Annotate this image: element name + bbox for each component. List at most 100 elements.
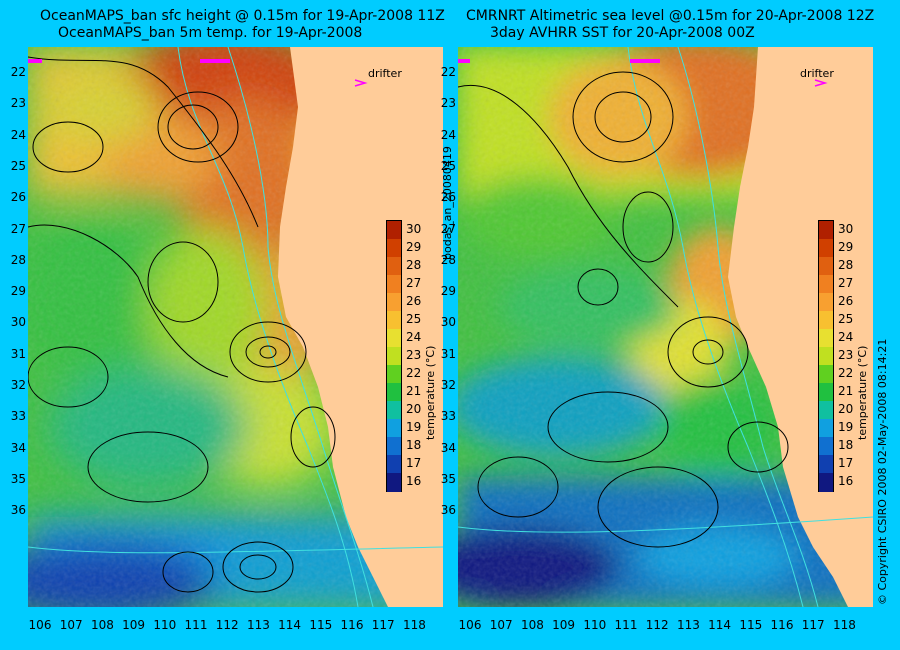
left-colorbar bbox=[386, 220, 402, 492]
left-lon-label: 107 bbox=[59, 618, 83, 632]
colorbar-swatch bbox=[819, 347, 833, 366]
right-land bbox=[728, 47, 873, 607]
left-lon-label: 110 bbox=[153, 618, 177, 632]
right-title-line2: 3day AVHRR SST for 20-Apr-2008 00Z bbox=[490, 25, 755, 41]
left-lon-label: 116 bbox=[340, 618, 364, 632]
colorbar-swatch bbox=[387, 437, 401, 456]
colorbar-swatch bbox=[819, 293, 833, 312]
left-lat-label: 23 bbox=[10, 96, 26, 111]
colorbar-swatch bbox=[819, 329, 833, 348]
right-lon-label: 115 bbox=[739, 618, 763, 632]
colorbar-swatch bbox=[819, 365, 833, 384]
colorbar-tick-label: 17 bbox=[838, 456, 854, 470]
colorbar-tick-label: 21 bbox=[838, 384, 854, 398]
colorbar-tick-label: 28 bbox=[838, 258, 854, 272]
colorbar-swatch bbox=[819, 311, 833, 330]
colorbar-tick-label: 20 bbox=[838, 402, 854, 416]
right-lat-label: 27 bbox=[440, 221, 456, 236]
left-lon-label: 115 bbox=[309, 618, 333, 632]
colorbar-tick-label: 16 bbox=[406, 474, 422, 488]
colorbar-swatch bbox=[819, 473, 833, 492]
side-text-right: © Copyright CSIRO 2008 02-May-2008 08:14… bbox=[876, 338, 889, 605]
right-drifter-label: drifter bbox=[800, 67, 834, 80]
right-lon-label: 112 bbox=[645, 618, 669, 632]
right-lon-label: 118 bbox=[832, 618, 856, 632]
left-map-panel[interactable]: drifter bbox=[28, 47, 443, 607]
left-lat-label: 24 bbox=[10, 127, 26, 142]
right-lon-label: 117 bbox=[801, 618, 825, 632]
right-lon-label: 116 bbox=[770, 618, 794, 632]
right-lon-label: 108 bbox=[520, 618, 544, 632]
colorbar-tick-label: 27 bbox=[406, 276, 422, 290]
colorbar-swatch bbox=[819, 257, 833, 276]
left-lat-label: 34 bbox=[10, 440, 26, 455]
colorbar-tick-label: 28 bbox=[406, 258, 422, 272]
right-lat-label: 34 bbox=[440, 440, 456, 455]
colorbar-tick-label: 30 bbox=[406, 222, 422, 236]
left-lat-label: 33 bbox=[10, 409, 26, 424]
colorbar-swatch bbox=[387, 401, 401, 420]
right-lat-label: 23 bbox=[440, 96, 456, 111]
left-lon-label: 112 bbox=[215, 618, 239, 632]
right-lat-label: 26 bbox=[440, 190, 456, 205]
colorbar-tick-label: 17 bbox=[406, 456, 422, 470]
left-lon-label: 111 bbox=[184, 618, 208, 632]
colorbar-swatch bbox=[387, 383, 401, 402]
colorbar-tick-label: 22 bbox=[838, 366, 854, 380]
colorbar-tick-label: 21 bbox=[406, 384, 422, 398]
right-lon-label: 111 bbox=[614, 618, 638, 632]
colorbar-tick-label: 18 bbox=[838, 438, 854, 452]
colorbar-swatch bbox=[387, 221, 401, 240]
right-map-svg bbox=[458, 47, 873, 607]
right-lat-label: 25 bbox=[440, 158, 456, 173]
right-lat-label: 31 bbox=[440, 346, 456, 361]
colorbar-tick-label: 25 bbox=[406, 312, 422, 326]
colorbar-tick-label: 26 bbox=[406, 294, 422, 308]
colorbar-tick-label: 26 bbox=[838, 294, 854, 308]
colorbar-swatch bbox=[387, 419, 401, 438]
left-drifter-label: drifter bbox=[368, 67, 402, 80]
right-map-panel[interactable]: drifter bbox=[458, 47, 873, 607]
colorbar-swatch bbox=[387, 473, 401, 492]
colorbar-tick-label: 22 bbox=[406, 366, 422, 380]
colorbar-tick-label: 20 bbox=[406, 402, 422, 416]
colorbar-swatch bbox=[819, 221, 833, 240]
right-title-line1: CMRNRT Altimetric sea level @0.15m for 2… bbox=[466, 8, 875, 24]
colorbar-swatch bbox=[819, 239, 833, 258]
left-lon-label: 106 bbox=[28, 618, 52, 632]
colorbar-swatch bbox=[387, 239, 401, 258]
colorbar-swatch bbox=[387, 311, 401, 330]
colorbar-tick-label: 19 bbox=[838, 420, 854, 434]
colorbar-tick-label: 27 bbox=[838, 276, 854, 290]
left-lat-label: 30 bbox=[10, 315, 26, 330]
colorbar-swatch bbox=[387, 455, 401, 474]
colorbar-tick-label: 24 bbox=[838, 330, 854, 344]
colorbar-tick-label: 19 bbox=[406, 420, 422, 434]
left-lon-label: 118 bbox=[402, 618, 426, 632]
left-lon-label: 117 bbox=[371, 618, 395, 632]
left-map-svg bbox=[28, 47, 443, 607]
right-lon-label: 113 bbox=[676, 618, 700, 632]
right-lat-label: 24 bbox=[440, 127, 456, 142]
colorbar-swatch bbox=[387, 329, 401, 348]
colorbar-tick-label: 29 bbox=[838, 240, 854, 254]
left-title-line1: OceanMAPS_ban sfc height @ 0.15m for 19-… bbox=[40, 8, 445, 24]
colorbar-swatch bbox=[387, 275, 401, 294]
colorbar-title: temperature (°C) bbox=[424, 345, 437, 440]
colorbar-swatch bbox=[819, 275, 833, 294]
left-lat-label: 36 bbox=[10, 503, 26, 518]
colorbar-swatch bbox=[387, 257, 401, 276]
left-lat-label: 27 bbox=[10, 221, 26, 236]
right-lon-label: 106 bbox=[458, 618, 482, 632]
colorbar-tick-label: 30 bbox=[838, 222, 854, 236]
colorbar-tick-label: 16 bbox=[838, 474, 854, 488]
colorbar-swatch bbox=[819, 401, 833, 420]
colorbar-tick-label: 23 bbox=[406, 348, 422, 362]
colorbar-swatch bbox=[819, 437, 833, 456]
left-lon-label: 113 bbox=[246, 618, 270, 632]
right-lon-label: 107 bbox=[489, 618, 513, 632]
right-lat-label: 32 bbox=[440, 378, 456, 392]
colorbar-swatch bbox=[387, 293, 401, 312]
colorbar-tick-label: 23 bbox=[838, 348, 854, 362]
left-lat-label: 28 bbox=[10, 252, 26, 267]
